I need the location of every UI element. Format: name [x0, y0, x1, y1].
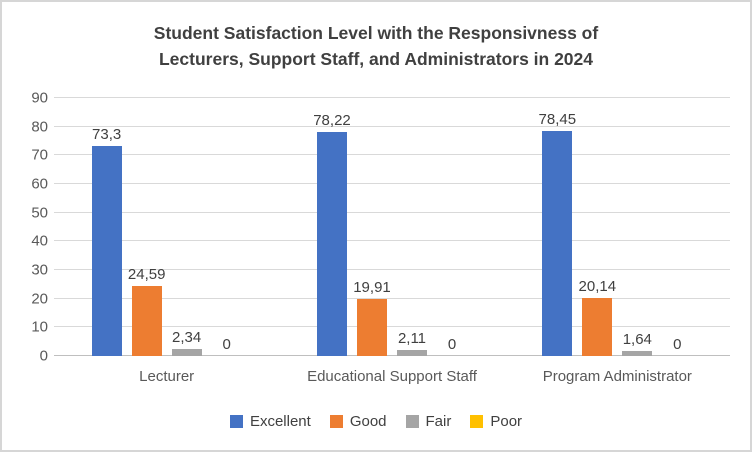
bar-value-label: 1,64 [622, 331, 652, 349]
bar-value-label: 20,14 [578, 278, 617, 296]
gridline [54, 125, 730, 127]
y-tick-label: 40 [31, 232, 48, 250]
bar [91, 145, 122, 356]
gridline [54, 183, 730, 184]
gridline [54, 154, 730, 156]
legend-item: Good [329, 413, 387, 430]
gridline [54, 240, 730, 242]
bar-slot: 1,64 [622, 98, 653, 356]
category-label: Educational Support Staff [307, 368, 477, 385]
bar-value-label: 78,45 [538, 111, 577, 129]
bar-value-label: 19,91 [353, 278, 391, 296]
bar-value-label: 0 [447, 336, 457, 353]
category-label: Program Administrator [542, 368, 692, 385]
bar-slot: 20,14 [579, 98, 616, 356]
y-tick-label: 60 [31, 175, 48, 193]
legend-swatch [405, 415, 419, 428]
bar-slot: 78,45 [539, 98, 576, 356]
legend-swatch [470, 415, 484, 428]
bar-slot: 2,34 [171, 98, 202, 356]
chart-title-line-1: Student Satisfaction Level with the Resp… [153, 23, 599, 43]
bar [356, 298, 387, 356]
bar [582, 298, 613, 356]
chart-title-line-2: Lecturers, Support Staff, and Administra… [158, 49, 594, 69]
legend-label: Fair [425, 413, 452, 430]
bar-value-label: 2,11 [397, 329, 427, 347]
bar-value-label: 0 [222, 336, 231, 353]
category-label: Lecturer [139, 368, 195, 385]
bar [131, 285, 162, 356]
y-tick-label: 10 [31, 318, 48, 336]
bar-slot: 0 [662, 98, 692, 356]
bar-slot: 73,3 [91, 98, 122, 356]
bar-value-label: 24,59 [127, 265, 166, 283]
bar-group: 78,22 19,91 2,11 0 [279, 98, 504, 356]
bar-value-label: 73,3 [92, 125, 122, 143]
bar [542, 131, 573, 356]
gridline [54, 97, 730, 98]
legend-label: Poor [490, 413, 523, 430]
legend-item: Fair [405, 413, 452, 430]
gridline [54, 297, 730, 299]
bar-group: 73,3 24,59 2,34 0 [54, 98, 279, 356]
bar [171, 349, 202, 356]
legend-label: Excellent [249, 413, 311, 430]
y-tick-label: 0 [39, 347, 48, 365]
bar-slot: 0 [212, 98, 242, 356]
bar-slot: 0 [437, 98, 467, 356]
bar-slot: 19,91 [353, 98, 391, 356]
x-axis-line [54, 355, 730, 356]
bar-value-label: 2,34 [172, 329, 202, 347]
bar-group: 78,45 20,14 1,64 0 [505, 98, 730, 356]
chart-title: Student Satisfaction Level with the Resp… [2, 20, 750, 72]
y-axis: 0 10 20 30 40 50 60 70 80 90 [2, 91, 48, 364]
y-tick-label: 80 [31, 118, 48, 136]
y-tick-label: 20 [31, 290, 48, 308]
bar-slot: 24,59 [128, 98, 165, 356]
legend-swatch [329, 415, 343, 428]
bar [316, 131, 347, 356]
gridline [54, 211, 730, 213]
legend-item: Excellent [229, 413, 311, 430]
bar-slot: 2,11 [396, 98, 427, 356]
legend: Excellent Good Fair Poor [2, 413, 750, 430]
y-tick-label: 90 [31, 89, 48, 107]
legend-label: Good [349, 413, 387, 430]
y-tick-label: 50 [31, 204, 48, 222]
legend-item: Poor [470, 413, 522, 430]
plot-area: 73,3 24,59 2,34 0 78,22 19,91 2,11 0 78,45 20,14 1… [54, 97, 730, 356]
gridline [54, 269, 730, 270]
bar-value-label: 78,22 [313, 111, 351, 129]
y-tick-label: 30 [31, 261, 48, 279]
gridline [54, 326, 730, 328]
y-tick-label: 70 [31, 146, 48, 164]
bar [396, 349, 427, 356]
legend-swatch [229, 415, 243, 428]
bar-groups: 73,3 24,59 2,34 0 78,22 19,91 2,11 0 78,45 20,14 1… [54, 98, 730, 356]
bar-slot: 78,22 [313, 98, 351, 356]
bar [622, 351, 653, 356]
bar-value-label: 0 [673, 336, 682, 353]
x-axis: Lecturer Educational Support Staff Program… [54, 368, 730, 385]
